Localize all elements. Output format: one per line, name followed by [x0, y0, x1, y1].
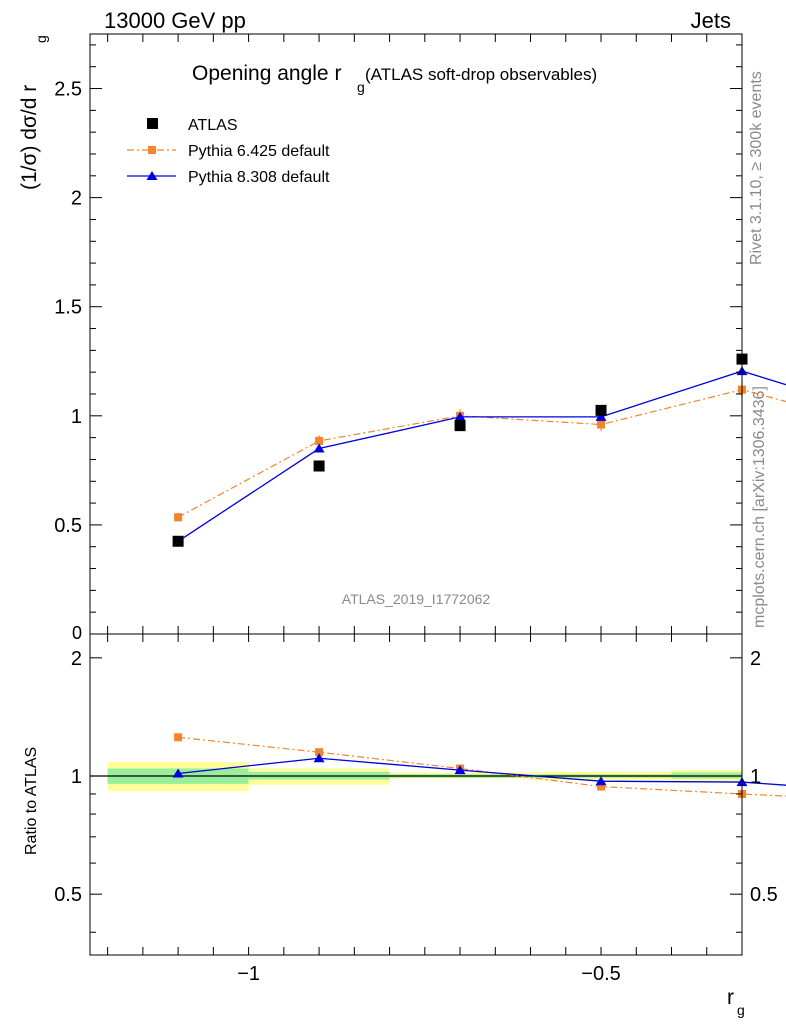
- ratio-py8-line: [178, 757, 786, 786]
- py6-point: [315, 436, 324, 445]
- ratio-xlabel: r: [727, 986, 734, 1009]
- ratio-xlabel-sub: g: [737, 1002, 745, 1018]
- ratio-xtick-label: −1: [237, 963, 260, 985]
- main-ytick-label-zero: 0: [72, 623, 82, 643]
- py6-point: [174, 513, 183, 522]
- main-ylabel-sub: g: [33, 35, 49, 43]
- legend-py6-label: Pythia 6.425 default: [188, 143, 330, 160]
- main-title-suffix: (ATLAS soft-drop observables): [365, 65, 597, 84]
- ratio-py6-point: [597, 782, 606, 791]
- ratio-py8-point: [454, 765, 466, 775]
- py8-line: [177, 370, 786, 542]
- py8-point: [313, 443, 325, 453]
- ratio-py6-line: [178, 736, 786, 797]
- ratio-ylabel: Ratio to ATLAS: [23, 747, 40, 855]
- analysis-watermark: ATLAS_2019_I1772062: [342, 591, 491, 607]
- ratio-ytick-label: 0.5: [54, 884, 82, 906]
- ratio-ytick-label-right: 0.5: [750, 884, 778, 906]
- py6-line: [177, 389, 786, 518]
- py8-point: [454, 411, 466, 421]
- ratio-panel: Ratio to ATLAS 0.5 0.5 1 1 2 2 −1 −0.5 r g: [23, 633, 786, 1018]
- main-ylabel: (1/σ) dσ/d r: [18, 85, 41, 190]
- legend-atlas-marker: [147, 118, 158, 129]
- main-title-sub: g: [357, 79, 365, 95]
- legend-py8-marker: [146, 171, 158, 180]
- atlas-point: [454, 420, 466, 432]
- ratio-frame: [89, 633, 743, 956]
- py6-point: [597, 420, 606, 429]
- atlas-point: [313, 460, 325, 472]
- main-ytick-label: 0.5: [54, 515, 82, 537]
- main-title: Opening angle r: [192, 62, 341, 85]
- ratio-py8-point: [595, 776, 607, 786]
- main-ytick-label: 2.5: [54, 79, 82, 101]
- ratio-py6-point: [174, 733, 183, 742]
- ratio-py6-point: [315, 748, 324, 757]
- main-ytick-label: 1: [71, 406, 82, 428]
- ratio-ytick-label-right: 1: [750, 766, 761, 788]
- main-ytick-label: 1.5: [54, 297, 82, 319]
- legend-py8-label: Pythia 8.308 default: [188, 169, 330, 186]
- header-left: 13000 GeV pp: [104, 8, 246, 33]
- legend-py6-marker: [148, 146, 156, 154]
- mcplots-label: mcplots.cern.ch [arXiv:1306.3436]: [751, 386, 768, 628]
- ratio-ytick-label: 1: [71, 766, 82, 788]
- main-title-text: Opening angle r: [192, 62, 341, 85]
- header-right: Jets: [691, 8, 731, 33]
- rivet-label: Rivet 3.1.10, ≥ 300k events: [748, 71, 765, 265]
- py8-point: [595, 411, 607, 421]
- ratio-ytick-label: 2: [71, 648, 82, 670]
- ratio-py8-point: [313, 753, 325, 763]
- atlas-point: [595, 404, 607, 416]
- ratio-ytick-label-right: 2: [750, 648, 761, 670]
- legend-atlas-label: ATLAS: [188, 117, 238, 134]
- main-ytick-label: 2: [71, 188, 82, 210]
- main-panel: Opening angle r g (ATLAS soft-drop obser…: [18, 33, 786, 643]
- atlas-point: [172, 535, 184, 547]
- ratio-py8-point: [172, 768, 184, 778]
- legend: ATLAS Pythia 6.425 default Pythia 8.308 …: [127, 117, 330, 186]
- ratio-xtick-label: −0.5: [581, 963, 620, 985]
